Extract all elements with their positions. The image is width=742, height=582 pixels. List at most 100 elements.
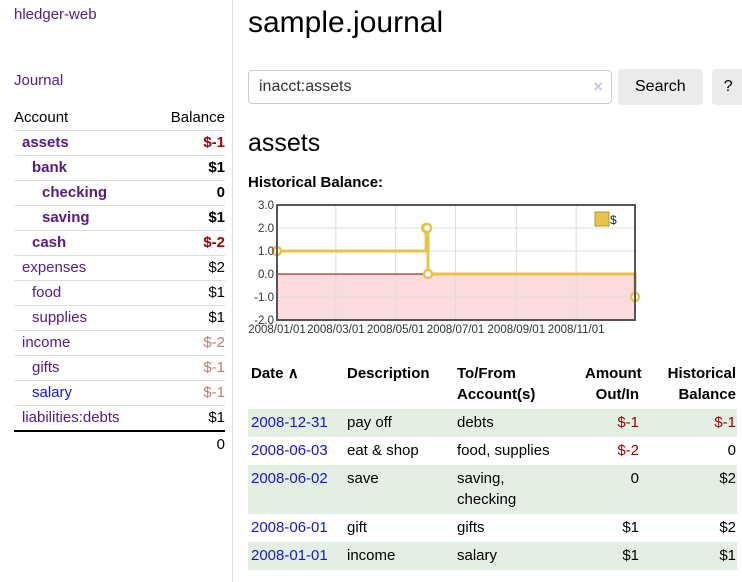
account-balance: $1 <box>208 409 225 426</box>
balance-chart: $3.0 2.0 1.0 0.0 -1.0 -2.0 2008/01/01 2008/03/0… <box>248 200 742 340</box>
account-balance: $-1 <box>203 359 225 376</box>
account-name-cell: salary <box>14 381 153 406</box>
x-tick-label: 2008/11/01 <box>548 324 605 336</box>
account-heading: assets <box>248 129 321 157</box>
account-row: checking 0 <box>14 180 225 206</box>
transaction-description: eat & shop <box>347 442 419 459</box>
accounts-table-body: assets $-1 bank $1 checking 0 saving $1 cash $-2 e… <box>14 130 225 432</box>
brand-link[interactable]: hledger-web <box>14 6 97 23</box>
transaction-date-cell: 2008-06-03 <box>248 437 344 465</box>
account-row: food $1 <box>14 280 225 306</box>
plot-border <box>276 204 636 321</box>
clear-search-icon[interactable]: × <box>593 76 603 96</box>
accounts-header-balance: Balance <box>170 109 225 126</box>
account-link[interactable]: bank <box>32 159 68 176</box>
account-link[interactable]: supplies <box>32 309 88 326</box>
page-title: sample.journal <box>248 6 444 39</box>
transaction-row: 2008-01-01 income salary $1 $1 <box>248 542 737 570</box>
transaction-amount: $-2 <box>617 442 639 459</box>
transaction-description: pay off <box>347 414 392 431</box>
account-link[interactable]: saving <box>42 209 90 226</box>
transaction-accounts: debts <box>457 414 494 431</box>
sort-ascending-icon: ∧ <box>287 365 299 382</box>
account-link[interactable]: cash <box>32 234 67 251</box>
account-balance: $1 <box>208 209 225 226</box>
transaction-date-link[interactable]: 2008-06-02 <box>251 470 328 487</box>
y-tick-label: 1.0 <box>258 246 274 258</box>
legend-label: $ <box>610 213 617 227</box>
register-header-balance: Historical Balance <box>667 365 736 403</box>
register-table-body: 2008-12-31 pay off debts $-1 $-1 2008-06-03 ea… <box>248 409 737 570</box>
account-row: saving $1 <box>14 205 225 231</box>
register-header-date[interactable]: Date ∧ <box>248 361 344 409</box>
account-name-cell: supplies <box>14 306 153 331</box>
transaction-balance: $2 <box>719 519 736 536</box>
transaction-date-link[interactable]: 2008-01-01 <box>251 547 328 564</box>
account-name-cell: food <box>14 281 153 306</box>
chart-title: Historical Balance: <box>248 174 384 191</box>
transaction-row: 2008-12-31 pay off debts $-1 $-1 <box>248 409 737 437</box>
account-row: cash $-2 <box>14 230 225 256</box>
account-row: liabilities:debts $1 <box>14 405 225 432</box>
transaction-row: 2008-06-03 eat & shop food, supplies $-2 0 <box>248 437 737 465</box>
account-link[interactable]: salary <box>32 384 73 401</box>
sidebar-item-journal[interactable]: Journal <box>14 72 64 89</box>
transaction-description: save <box>347 470 379 487</box>
account-row: income $-2 <box>14 330 225 356</box>
register-table: Date ∧ Description To/From Account(s) Am… <box>248 361 737 570</box>
register-header-amount: Amount Out/In <box>585 365 642 403</box>
account-row: salary $-1 <box>14 380 225 406</box>
search-help-button[interactable]: ? <box>711 69 742 105</box>
search-input[interactable] <box>248 70 612 104</box>
transaction-row: 2008-06-01 gift gifts $1 $2 <box>248 514 737 542</box>
account-name-cell: gifts <box>14 356 153 381</box>
account-row: gifts $-1 <box>14 355 225 381</box>
account-link[interactable]: food <box>32 284 62 301</box>
account-balance: $1 <box>208 284 225 301</box>
account-link[interactable]: expenses <box>22 259 87 276</box>
account-name-cell: income <box>14 331 153 356</box>
account-link[interactable]: income <box>22 334 71 351</box>
main-content: sample.journal × Search ? assets Histori… <box>233 0 742 582</box>
transaction-accounts: gifts <box>457 519 485 536</box>
account-link[interactable]: liabilities:debts <box>22 409 120 426</box>
search-button[interactable]: Search <box>618 69 703 105</box>
transaction-balance: $-1 <box>714 414 736 431</box>
account-link[interactable]: checking <box>42 184 108 201</box>
account-name-cell: checking <box>14 181 153 206</box>
transaction-balance: $1 <box>719 547 736 564</box>
account-name-cell: saving <box>14 206 153 231</box>
account-row: bank $1 <box>14 155 225 181</box>
legend-swatch-icon <box>594 211 610 227</box>
transaction-amount: $-1 <box>617 414 639 431</box>
transaction-date-cell: 2008-12-31 <box>248 409 344 437</box>
accounts-total-value: 0 <box>216 436 225 453</box>
sidebar: hledger-web Journal Account Balance asse… <box>0 0 233 582</box>
transaction-date-link[interactable]: 2008-12-31 <box>251 414 328 431</box>
account-balance: $-2 <box>203 334 225 351</box>
accounts-table: Account Balance assets $-1 bank $1 checking 0… <box>14 106 225 457</box>
data-point-marker <box>421 222 433 234</box>
account-link[interactable]: assets <box>22 134 69 151</box>
account-balance: $-1 <box>203 134 225 151</box>
transaction-accounts: food, supplies <box>457 442 550 459</box>
account-link[interactable]: gifts <box>32 359 60 376</box>
transaction-description: gift <box>347 519 368 536</box>
y-tick-label: 0.0 <box>258 269 274 281</box>
account-name-cell: cash <box>14 231 153 256</box>
y-tick-label: -2.0 <box>254 315 274 327</box>
x-tick-label: 2008/05/01 <box>367 324 425 336</box>
account-balance: $-1 <box>203 384 225 401</box>
account-balance: $2 <box>208 259 225 276</box>
transaction-amount: 0 <box>630 470 639 487</box>
transaction-date-link[interactable]: 2008-06-01 <box>251 519 328 536</box>
y-tick-label: 3.0 <box>258 200 274 212</box>
register-header-description: Description <box>347 365 430 382</box>
transaction-date-link[interactable]: 2008-06-03 <box>251 442 328 459</box>
transaction-accounts: salary <box>457 547 498 564</box>
transaction-date-cell: 2008-01-01 <box>248 542 344 570</box>
account-name-cell: assets <box>14 131 153 156</box>
transaction-accounts: saving, checking <box>457 470 517 508</box>
account-row: expenses $2 <box>14 255 225 281</box>
